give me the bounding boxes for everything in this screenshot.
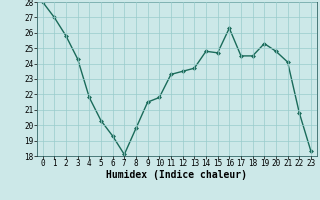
X-axis label: Humidex (Indice chaleur): Humidex (Indice chaleur) <box>106 170 247 180</box>
